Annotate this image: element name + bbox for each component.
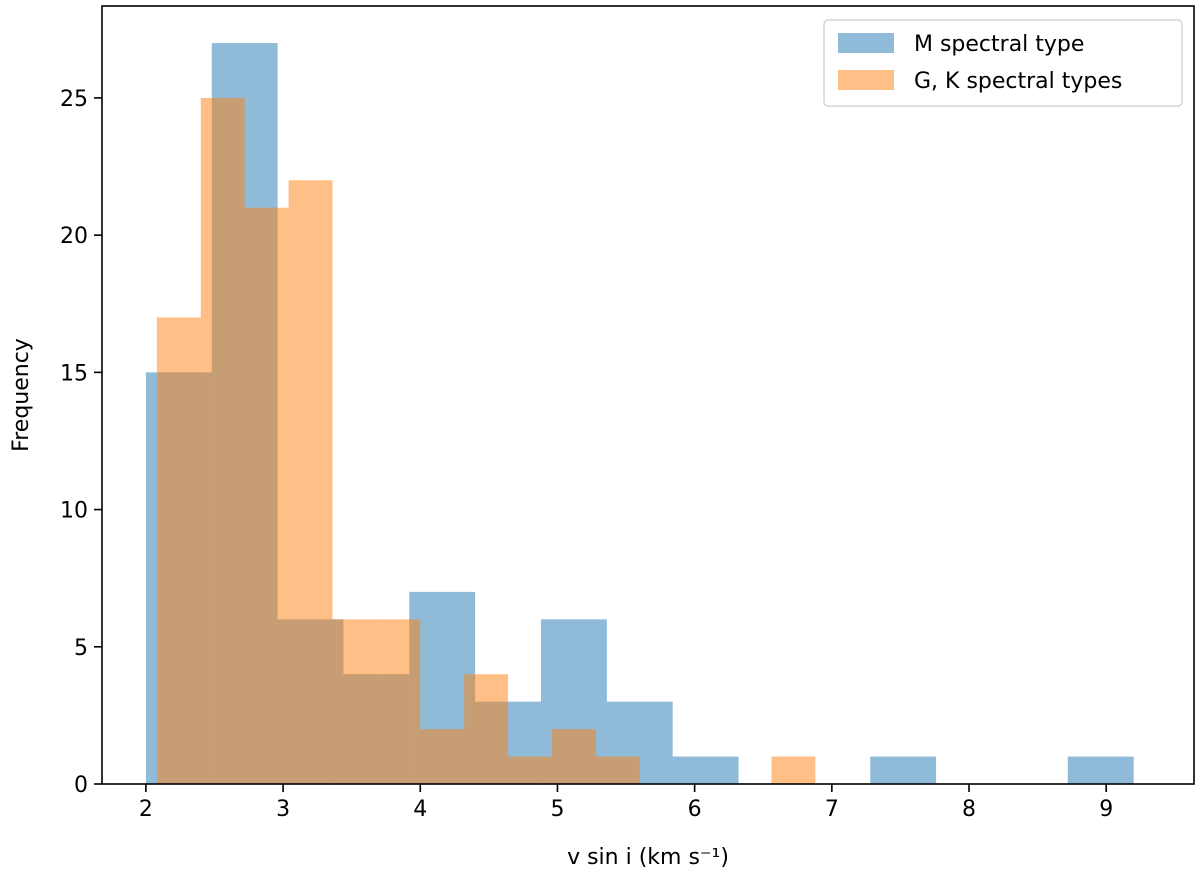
bars-layer — [145, 43, 1134, 785]
bar-gk-bin-0 — [156, 317, 201, 784]
x-tick-label-7: 7 — [825, 797, 839, 822]
bar-m-bin-14 — [1067, 756, 1134, 784]
bar-gk-bin-6 — [420, 729, 465, 784]
bar-gk-bin-2 — [244, 207, 289, 784]
bar-gk-bin-3 — [288, 180, 333, 785]
legend: M spectral type G, K spectral types — [823, 19, 1183, 107]
y-tick-label-25: 25 — [60, 87, 88, 112]
bar-gk-bin-10 — [595, 756, 640, 784]
legend-box — [823, 19, 1183, 107]
bar-gk-bin-14 — [771, 756, 816, 784]
bar-gk-bin-7 — [464, 674, 509, 784]
bar-gk-bin-1 — [200, 97, 245, 784]
legend-label-gk: G, K spectral types — [914, 69, 1122, 94]
plot-area: 2 3 4 5 6 7 8 9 0 5 10 15 20 25 — [60, 5, 1195, 822]
x-tick-label-5: 5 — [550, 797, 564, 822]
y-tick-label-20: 20 — [60, 224, 88, 249]
legend-label-m: M spectral type — [914, 32, 1084, 57]
y-axis-label: Frequency — [9, 338, 34, 452]
bar-gk-bin-8 — [508, 756, 552, 784]
legend-swatch-m — [838, 33, 894, 53]
axes-frame — [101, 5, 1195, 785]
y-tick-label-0: 0 — [74, 773, 88, 798]
ticks-layer: 2 3 4 5 6 7 8 9 0 5 10 15 20 25 — [60, 87, 1113, 822]
y-tick-label-10: 10 — [60, 499, 88, 524]
x-tick-label-2: 2 — [139, 797, 153, 822]
x-tick-label-6: 6 — [688, 797, 702, 822]
bar-gk-bin-9 — [551, 729, 596, 784]
bar-gk-bin-4 — [332, 619, 377, 784]
x-axis-label: v sin i (km s⁻¹) — [567, 845, 729, 870]
bar-m-bin-11 — [870, 756, 937, 784]
x-tick-label-8: 8 — [962, 797, 976, 822]
x-tick-label-4: 4 — [413, 797, 427, 822]
x-tick-label-3: 3 — [276, 797, 290, 822]
y-tick-label-5: 5 — [74, 636, 88, 661]
legend-swatch-gk — [838, 70, 894, 90]
x-tick-label-9: 9 — [1099, 797, 1113, 822]
bar-gk-bin-5 — [376, 619, 421, 784]
bar-m-bin-8 — [672, 756, 739, 784]
y-tick-label-15: 15 — [60, 361, 88, 386]
